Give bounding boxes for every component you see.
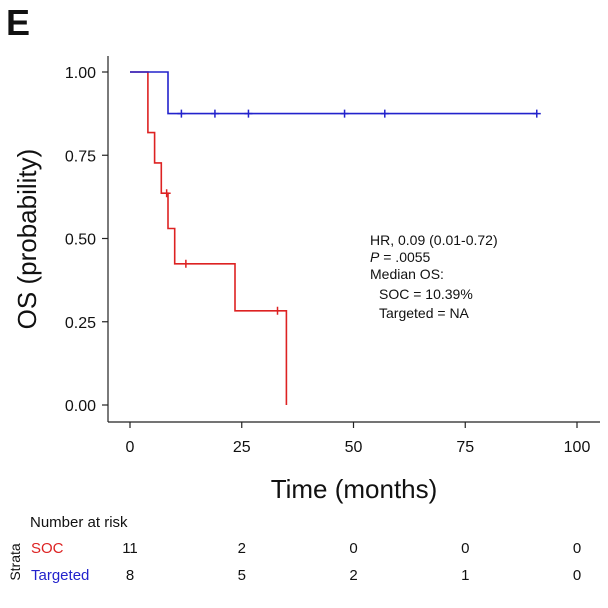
risk-count: 0 — [573, 567, 581, 584]
censor-mark-targeted — [210, 109, 219, 118]
y-tick-label: 0.00 — [65, 398, 96, 415]
risk-count: 2 — [238, 540, 246, 557]
x-tick-label: 75 — [456, 439, 474, 456]
y-tick-label: 0.50 — [65, 232, 96, 249]
p-italic: P — [370, 249, 380, 265]
x-tick-label: 0 — [126, 439, 135, 456]
risk-table: Number at risk Strata SOC 11 2 0 0 0 Targeted 8… — [7, 514, 581, 584]
censor-mark-targeted — [532, 109, 541, 118]
censor-mark-soc — [162, 189, 171, 198]
y-tick-label: 1.00 — [65, 65, 96, 82]
censor-mark-soc — [181, 259, 190, 268]
strata-label: Strata — [7, 543, 23, 581]
median-soc-text: SOC = 10.39% — [379, 286, 473, 302]
x-axis-title: Time (months) — [271, 474, 438, 504]
risk-count: 0 — [461, 540, 469, 557]
p-rest: = .0055 — [379, 249, 430, 265]
risk-count: 8 — [126, 567, 134, 584]
y-axis-title: OS (probability) — [12, 149, 42, 330]
hr-text: HR, 0.09 (0.01-0.72) — [370, 232, 498, 248]
risk-count: 0 — [349, 540, 357, 557]
x-tick-label: 25 — [233, 439, 251, 456]
y-tick-label: 0.25 — [65, 315, 96, 332]
y-tick-label: 0.75 — [65, 148, 96, 165]
risk-row-label: SOC — [31, 540, 64, 557]
risk-count: 5 — [238, 567, 246, 584]
x-tick-label: 50 — [345, 439, 363, 456]
risk-count: 0 — [573, 540, 581, 557]
survival-curve-targeted — [130, 71, 537, 115]
risk-count: 1 — [461, 567, 469, 584]
censor-mark-soc — [273, 306, 282, 315]
panel-label: E — [6, 2, 31, 43]
censor-mark-targeted — [177, 109, 186, 118]
stats-annotation: HR, 0.09 (0.01-0.72) P = .0055 Median OS… — [370, 232, 498, 321]
series-layer — [130, 71, 541, 405]
censor-mark-targeted — [380, 109, 389, 118]
risk-rows: SOC 11 2 0 0 0 Targeted 8 5 2 1 0 — [31, 540, 581, 584]
risk-row-label: Targeted — [31, 567, 89, 584]
survival-curve-soc — [130, 71, 288, 405]
risk-table-title: Number at risk — [30, 514, 128, 531]
risk-count: 11 — [122, 540, 138, 557]
risk-count: 2 — [349, 567, 357, 584]
censor-mark-targeted — [340, 109, 349, 118]
x-tick-label: 100 — [564, 439, 591, 456]
p-value-text: P = .0055 — [370, 249, 431, 265]
chart-axes: 0.00 0.25 0.50 0.75 1.00 0 25 50 75 100 — [65, 56, 600, 456]
median-title-text: Median OS: — [370, 266, 444, 282]
median-targeted-text: Targeted = NA — [379, 305, 470, 321]
censor-mark-targeted — [244, 109, 253, 118]
